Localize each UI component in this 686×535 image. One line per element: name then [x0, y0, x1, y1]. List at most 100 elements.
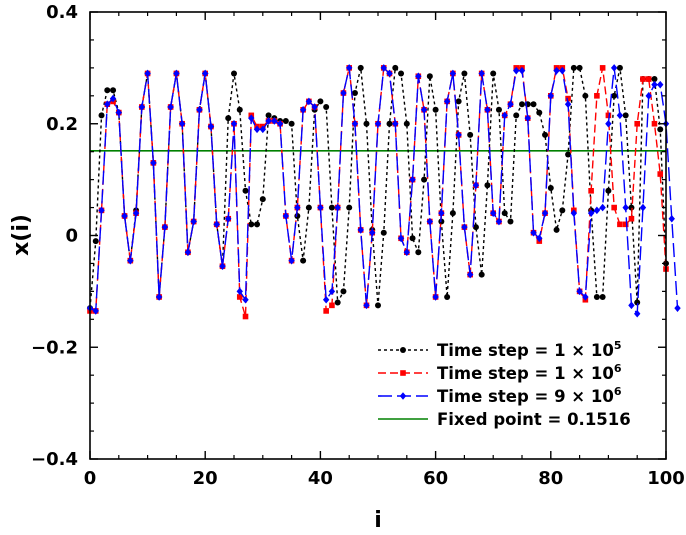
y-tick-label: −0.2 — [31, 337, 78, 358]
point-s1-44 — [340, 288, 347, 295]
point-s1-74 — [513, 112, 520, 119]
point-s3-31 — [265, 117, 272, 125]
y-tick-label: −0.4 — [31, 449, 78, 470]
point-s1-3 — [104, 87, 111, 94]
y-tick-label: 0 — [65, 226, 78, 247]
point-s3-63 — [449, 69, 457, 78]
point-s3-2 — [98, 206, 105, 215]
series-3 — [86, 64, 681, 318]
point-s1-99 — [657, 126, 664, 133]
point-s3-86 — [582, 293, 589, 301]
point-s3-44 — [340, 89, 347, 97]
legend-label: Time step = 1 × 106 — [437, 362, 622, 383]
legend-label: Fixed point = 0.1516 — [437, 410, 631, 429]
point-s3-96 — [639, 203, 647, 212]
point-s1-68 — [478, 271, 485, 278]
point-s3-14 — [167, 103, 174, 111]
point-s3-9 — [138, 103, 146, 111]
point-s1-25 — [231, 70, 237, 77]
point-s1-78 — [536, 109, 543, 116]
point-s1-81 — [553, 226, 560, 233]
point-s1-43 — [334, 299, 341, 306]
point-s3-33 — [276, 119, 284, 128]
point-s3-91 — [610, 64, 618, 72]
point-s3-77 — [530, 228, 537, 237]
point-s1-89 — [599, 293, 606, 300]
point-s1-29 — [254, 221, 261, 228]
point-s2-94 — [628, 215, 635, 222]
point-s3-53 — [392, 119, 399, 128]
point-s3-23 — [219, 262, 226, 271]
point-s3-29 — [253, 125, 261, 134]
point-s3-73 — [507, 100, 514, 108]
point-s3-58 — [420, 105, 428, 114]
point-s1-79 — [542, 131, 549, 138]
point-s3-43 — [334, 203, 341, 212]
point-s1-88 — [593, 293, 600, 300]
point-s1-40 — [317, 98, 324, 105]
point-s3-49 — [369, 228, 376, 237]
point-s1-56 — [409, 235, 416, 242]
point-s3-7 — [127, 256, 134, 265]
point-s1-42 — [328, 204, 335, 211]
point-s2-41 — [323, 308, 329, 314]
point-s3-59 — [426, 217, 434, 226]
point-s3-1 — [92, 307, 99, 315]
x-axis-title: i — [374, 508, 382, 533]
point-s1-52 — [386, 120, 393, 127]
point-s1-64 — [455, 98, 462, 105]
point-s3-87 — [587, 209, 595, 217]
point-s1-46 — [351, 90, 358, 97]
point-s3-101 — [668, 214, 675, 223]
point-s3-15 — [173, 69, 180, 78]
point-s1-31 — [265, 112, 272, 119]
point-s1-80 — [547, 185, 554, 192]
point-s2-87 — [588, 188, 594, 194]
point-s3-30 — [259, 125, 266, 134]
point-s3-78 — [536, 234, 543, 243]
x-tick-label: 60 — [423, 468, 448, 489]
point-s3-82 — [559, 66, 566, 75]
point-s1-86 — [582, 92, 589, 99]
point-s3-20 — [202, 69, 209, 78]
x-tick-label: 100 — [647, 468, 685, 489]
point-s2-93 — [622, 221, 629, 228]
series-line-2 — [90, 66, 667, 317]
point-s2-97 — [645, 76, 652, 82]
point-s3-42 — [328, 287, 336, 296]
point-s1-62 — [444, 293, 451, 300]
point-s3-70 — [490, 209, 497, 217]
point-s3-16 — [178, 119, 186, 128]
point-s3-56 — [409, 175, 416, 184]
point-s3-10 — [144, 69, 151, 78]
point-s1-24 — [225, 115, 232, 122]
point-s3-4 — [109, 94, 117, 103]
point-s3-11 — [150, 159, 157, 167]
x-tick-label: 40 — [308, 468, 333, 489]
point-s3-85 — [576, 287, 583, 296]
point-s3-legend — [399, 392, 407, 400]
point-s3-36 — [294, 203, 301, 212]
point-s2-83 — [565, 95, 571, 102]
point-s2-99 — [657, 171, 664, 177]
point-s1-41 — [323, 103, 330, 110]
point-s3-3 — [104, 100, 111, 108]
point-s3-79 — [541, 209, 549, 217]
point-s1-91 — [611, 92, 618, 99]
point-s1-90 — [605, 187, 612, 194]
point-s3-90 — [605, 119, 612, 128]
point-s1-59 — [426, 73, 433, 80]
point-s1-83 — [565, 151, 572, 158]
point-s3-62 — [443, 97, 451, 106]
x-tick-label: 20 — [193, 468, 218, 489]
point-s1-34 — [282, 117, 289, 124]
point-s3-64 — [455, 131, 462, 139]
point-s3-41 — [322, 295, 330, 304]
legend-entry-1: Time step = 1 × 105 — [378, 339, 621, 360]
legend-entry-4: Fixed point = 0.1516 — [378, 410, 631, 429]
point-s3-88 — [593, 206, 601, 215]
legend-label: Time step = 9 × 106 — [437, 385, 622, 406]
point-s1-63 — [449, 210, 456, 217]
point-s3-84 — [570, 209, 578, 217]
point-s3-97 — [645, 92, 652, 100]
